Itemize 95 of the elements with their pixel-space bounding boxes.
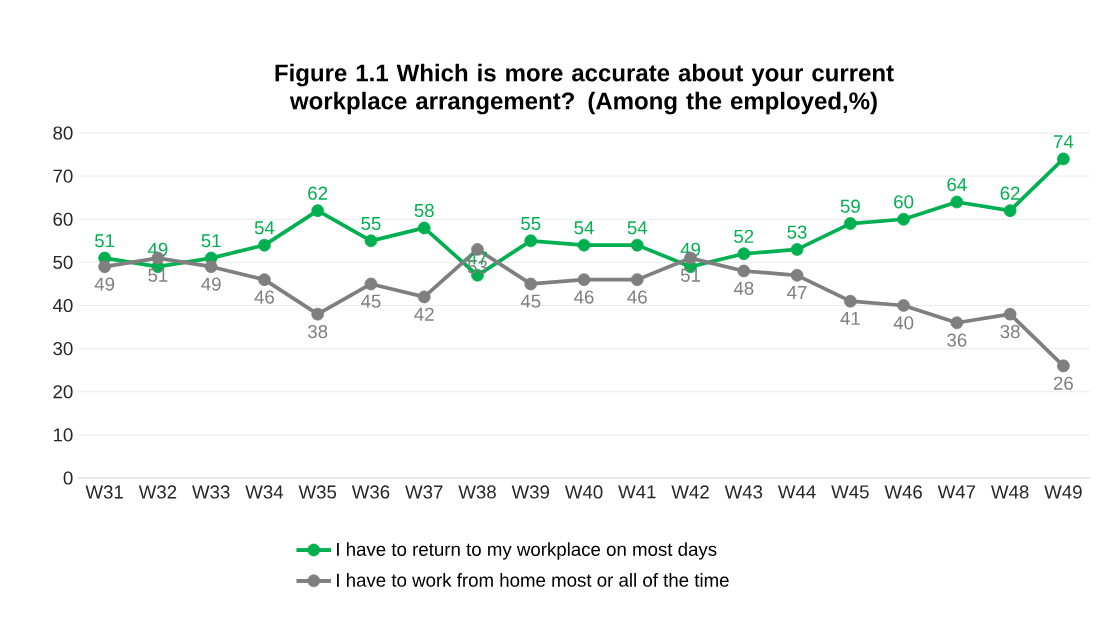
data-label: 45 (520, 294, 541, 308)
data-label: 26 (1053, 376, 1073, 390)
y-tick-label: 80 (53, 126, 73, 140)
point (950, 316, 964, 330)
x-tick-label: W41 (618, 485, 656, 499)
point (843, 217, 857, 230)
point (98, 260, 111, 274)
chart-title: Figure 1.1 Which is more accurate about your current workplace arrangement? (Among the employed,%) (275, 63, 894, 115)
x-tick-label: W40 (564, 485, 603, 499)
point (790, 268, 804, 282)
data-label: 47 (787, 286, 807, 299)
data-label: 52 (734, 229, 754, 243)
point (417, 221, 431, 235)
point (1057, 359, 1070, 373)
point (577, 273, 591, 286)
point (1003, 307, 1017, 321)
data-label: 55 (521, 217, 541, 231)
y-tick-label: 50 (53, 255, 73, 269)
x-tick-label: W36 (351, 485, 390, 499)
legend-label: I have to return to my workplace on most days (337, 542, 717, 560)
data-label: 62 (308, 186, 328, 200)
data-label: 38 (308, 324, 328, 339)
data-label: 59 (840, 199, 860, 213)
point (630, 238, 644, 252)
point (364, 277, 378, 291)
x-tick-label: W45 (831, 485, 869, 499)
data-label: 45 (360, 294, 381, 308)
y-tick-label: 70 (53, 169, 73, 183)
data-label: 54 (627, 221, 648, 235)
x-tick-label: W49 (1044, 485, 1082, 499)
y-tick-label: 30 (53, 342, 73, 356)
data-label: 42 (414, 307, 434, 321)
data-label: 46 (627, 290, 647, 304)
data-label: 46 (254, 290, 274, 304)
data-label: 51 (201, 234, 221, 248)
point (630, 273, 644, 286)
point (843, 294, 857, 308)
x-tick-label: W35 (298, 485, 337, 499)
point (737, 264, 751, 278)
data-label: 55 (361, 217, 381, 231)
point (1003, 204, 1017, 217)
point (258, 238, 271, 252)
point (364, 234, 378, 248)
x-tick-label: W38 (458, 485, 496, 499)
x-tick-label: W39 (511, 485, 550, 499)
x-tick-label: W37 (405, 485, 443, 499)
point (524, 234, 538, 248)
point (524, 277, 538, 291)
data-label: 58 (414, 203, 434, 218)
data-label: 41 (840, 311, 860, 325)
point (1057, 152, 1070, 166)
x-tick-label: W34 (245, 485, 284, 499)
data-label: 74 (1053, 135, 1074, 149)
point (737, 247, 751, 261)
data-label: 48 (733, 281, 754, 295)
point (258, 273, 271, 286)
data-label: 60 (894, 195, 914, 209)
point (577, 238, 591, 252)
point (950, 195, 964, 209)
data-label: 53 (787, 225, 807, 239)
y-tick-label: 60 (53, 212, 73, 226)
y-tick-label: 10 (53, 428, 73, 442)
data-label: 51 (148, 268, 168, 282)
x-tick-label: W48 (991, 485, 1029, 499)
data-label: 49 (201, 277, 221, 291)
point (897, 299, 910, 312)
data-label: 51 (680, 268, 701, 282)
data-label: 38 (1000, 324, 1020, 339)
point (311, 307, 325, 321)
x-tick-label: W43 (724, 485, 763, 499)
data-label: 51 (95, 234, 115, 248)
data-label: 49 (94, 277, 115, 291)
data-label: 62 (1000, 186, 1020, 200)
point (790, 243, 804, 256)
x-tick-label: W32 (138, 485, 177, 499)
data-label: 54 (254, 221, 275, 235)
x-tick-label: W47 (937, 485, 976, 499)
point (311, 204, 325, 217)
data-label: 64 (947, 178, 967, 192)
data-label: 40 (893, 316, 914, 330)
y-tick-label: 40 (52, 298, 73, 313)
data-label: 54 (574, 221, 594, 235)
data-label: 46 (574, 290, 594, 304)
y-tick-label: 0 (63, 471, 73, 485)
legend-label: I have to work from home most or all of the time (337, 573, 729, 587)
x-tick-label: W46 (884, 485, 922, 499)
point (417, 290, 431, 304)
y-tick-label: 20 (53, 385, 73, 399)
x-tick-label: W31 (85, 485, 123, 499)
point (204, 260, 218, 274)
point (897, 212, 910, 226)
x-tick-label: W44 (777, 485, 816, 499)
data-label: 36 (947, 333, 967, 347)
x-tick-label: W33 (192, 485, 230, 499)
x-tick-label: W42 (671, 485, 709, 499)
